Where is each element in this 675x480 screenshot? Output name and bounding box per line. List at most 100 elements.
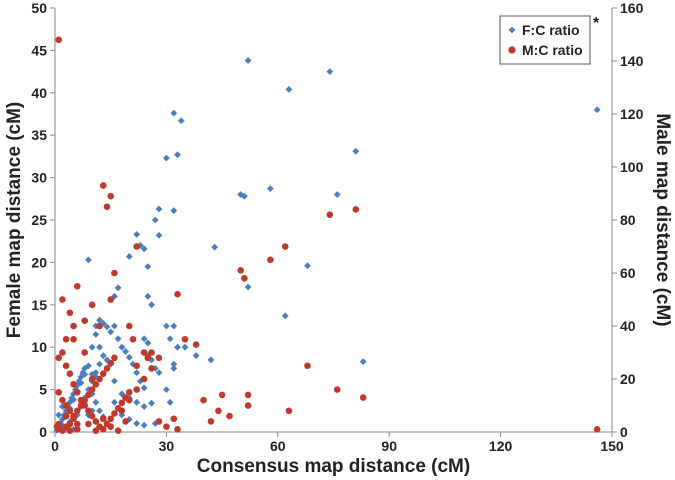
mc-point <box>99 370 107 378</box>
mc-point <box>70 322 77 330</box>
fc-point <box>92 398 100 406</box>
mc-point <box>304 362 311 370</box>
mc-point <box>70 381 77 388</box>
mc-point <box>55 354 63 362</box>
fc-point <box>155 205 163 213</box>
mc-point <box>285 407 293 415</box>
mc-point <box>92 418 100 425</box>
mc-point <box>241 275 248 282</box>
mc-point <box>125 322 133 330</box>
mc-point <box>62 335 70 343</box>
mc-point <box>66 370 74 378</box>
mc-point <box>62 362 70 370</box>
mc-point <box>103 365 111 372</box>
fc-point <box>352 147 360 155</box>
fc-point <box>92 322 100 330</box>
fc-point <box>99 352 107 360</box>
mc-point <box>144 354 152 362</box>
mc-point <box>133 362 140 370</box>
fc-point <box>240 192 248 200</box>
fc-point <box>96 360 103 368</box>
y-axis-left-title: Female map distance (cM) <box>4 102 25 339</box>
legend-box <box>499 15 591 65</box>
fc-point <box>99 320 107 327</box>
mc-point <box>352 206 360 213</box>
fc-point <box>211 243 219 251</box>
fc-point <box>237 191 245 198</box>
mc-point <box>148 349 155 356</box>
fc-point <box>155 369 163 377</box>
mc-point <box>111 269 118 277</box>
fc-point <box>244 57 252 64</box>
fc-point <box>181 343 189 351</box>
mc-point <box>73 388 81 396</box>
y2-tick-label: 100 <box>620 159 644 175</box>
mc-point <box>62 402 70 409</box>
fc-point <box>151 216 159 224</box>
fc-point <box>140 384 148 392</box>
fc-point <box>174 343 181 351</box>
fc-point <box>125 253 133 260</box>
mc-point <box>73 420 81 428</box>
mc-point <box>111 354 118 362</box>
mc-point <box>118 407 126 415</box>
y-tick-label: 45 <box>31 42 47 58</box>
y-tick-label: 20 <box>31 254 47 270</box>
fc-point <box>133 369 141 377</box>
mc-point <box>92 381 100 388</box>
fc-point <box>77 379 85 387</box>
fc-point <box>114 335 122 343</box>
fc-point <box>133 231 141 238</box>
fc-point <box>88 343 96 351</box>
mc-point <box>359 394 367 401</box>
fc-point <box>170 360 178 368</box>
mc-point <box>55 388 63 396</box>
mc-point <box>133 243 140 250</box>
y-ticks-left: 0 5 10 15 20 25 30 35 40 45 50 <box>31 0 55 440</box>
x-tick-label: 120 <box>489 438 513 454</box>
fc-point <box>140 335 148 343</box>
mc-point <box>73 407 81 415</box>
mc-point <box>92 427 100 434</box>
mc-point <box>55 36 63 44</box>
mc-point <box>218 391 226 399</box>
fc-point <box>281 312 289 320</box>
mc-point <box>55 420 63 428</box>
fc-point <box>111 377 118 385</box>
mc-point <box>107 423 114 431</box>
mc-point <box>267 256 274 264</box>
fc-point <box>59 421 66 429</box>
x-tick-label: 90 <box>381 438 397 454</box>
y-ticks-right: 0 20 40 60 80 100 120 140 160 <box>612 0 644 440</box>
x-tick-label: 0 <box>51 438 59 454</box>
mc-point <box>103 203 111 211</box>
mc-point <box>66 407 74 415</box>
mc-point <box>107 192 114 200</box>
mc-point <box>114 427 122 434</box>
y2-tick-label: 0 <box>620 424 628 440</box>
fc-point <box>140 403 148 410</box>
fc-point <box>144 292 152 300</box>
mc-point <box>88 412 96 420</box>
y-tick-label: 40 <box>31 85 47 101</box>
fc-point <box>155 231 163 239</box>
y-tick-label: 15 <box>31 297 47 313</box>
mc-point <box>88 386 96 393</box>
mc-point <box>170 415 178 423</box>
y2-tick-label: 120 <box>620 106 644 122</box>
mc-point <box>107 415 114 423</box>
mc-point <box>140 349 148 356</box>
mc-point <box>73 426 81 433</box>
y-tick-label: 25 <box>31 212 47 228</box>
fc-point <box>304 262 311 270</box>
mc-point <box>326 211 334 218</box>
fc-point <box>163 386 170 393</box>
mc-point <box>85 391 92 399</box>
fc-point <box>66 398 74 406</box>
fc-point <box>326 68 334 75</box>
y2-tick-label: 80 <box>620 212 636 228</box>
mc-point <box>174 426 181 433</box>
mc-point <box>237 267 244 274</box>
fc-point <box>174 151 181 159</box>
